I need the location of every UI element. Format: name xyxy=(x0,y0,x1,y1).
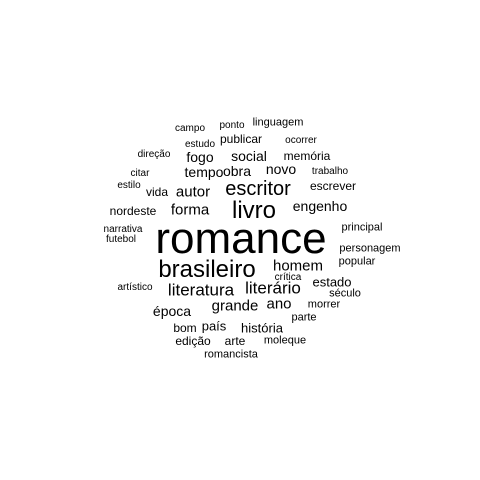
cloud-word: ponto xyxy=(219,120,245,131)
cloud-word: forma xyxy=(170,201,210,219)
cloud-word: vida xyxy=(145,185,169,199)
cloud-word: autor xyxy=(175,183,211,201)
cloud-word: morrer xyxy=(307,298,341,311)
cloud-word: grande xyxy=(211,297,259,315)
cloud-word: arte xyxy=(224,334,246,348)
cloud-word: futebol xyxy=(105,234,137,245)
cloud-word: moleque xyxy=(263,334,307,347)
cloud-word: citar xyxy=(130,168,150,179)
cloud-word: personagem xyxy=(339,242,401,255)
cloud-word: trabalho xyxy=(311,166,349,177)
cloud-word: literário xyxy=(245,278,301,298)
cloud-word: direção xyxy=(137,149,171,160)
cloud-word: memória xyxy=(283,149,331,163)
cloud-word: romancista xyxy=(204,348,258,361)
cloud-word: escritor xyxy=(225,178,291,200)
cloud-word: obra xyxy=(222,163,252,179)
cloud-word: século xyxy=(329,287,361,300)
cloud-word: estado xyxy=(312,274,352,290)
cloud-word: narrativa xyxy=(103,224,143,235)
cloud-word: campo xyxy=(174,123,206,134)
cloud-word: linguagem xyxy=(252,116,304,129)
cloud-word: engenho xyxy=(292,198,348,214)
cloud-word: estilo xyxy=(117,180,141,191)
cloud-word: bom xyxy=(173,321,197,335)
cloud-word: novo xyxy=(265,161,297,177)
cloud-word: edição xyxy=(175,334,211,348)
cloud-word: estudo xyxy=(184,139,216,150)
cloud-word: principal xyxy=(341,221,383,234)
cloud-word: parte xyxy=(291,311,317,324)
cloud-word: romance xyxy=(155,214,327,263)
cloud-word: artístico xyxy=(117,282,153,293)
cloud-word: escrever xyxy=(309,179,357,193)
cloud-word: publicar xyxy=(219,132,263,146)
cloud-word: crítica xyxy=(274,272,302,283)
cloud-word: fogo xyxy=(186,149,214,165)
cloud-word: popular xyxy=(338,255,376,268)
cloud-word: história xyxy=(241,320,283,336)
cloud-word: tempo xyxy=(184,164,224,180)
cloud-word: época xyxy=(152,303,192,319)
cloud-word: nordeste xyxy=(109,204,157,218)
cloud-word: social xyxy=(231,148,267,164)
cloud-word: homem xyxy=(272,257,324,275)
cloud-word: livro xyxy=(231,197,277,224)
cloud-word: ocorrer xyxy=(285,135,317,146)
cloud-word: país xyxy=(201,318,227,334)
cloud-word: brasileiro xyxy=(158,256,256,283)
cloud-word: literatura xyxy=(167,280,235,300)
cloud-word: ano xyxy=(266,295,292,313)
